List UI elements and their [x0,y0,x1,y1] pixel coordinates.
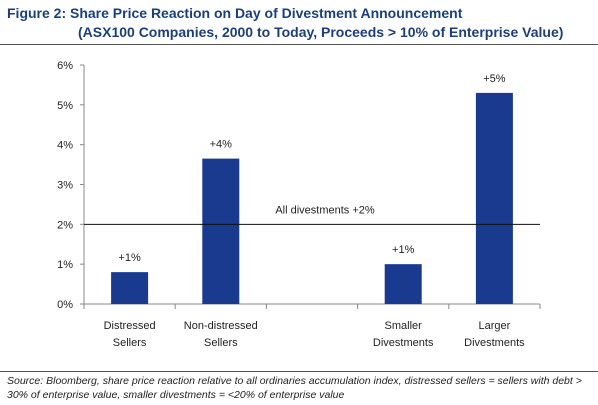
bar [202,158,240,304]
data-label: +4% [210,139,233,151]
bar [384,264,422,304]
source-divider [0,371,598,372]
bar [111,272,149,304]
data-label: +1% [392,244,415,256]
title-line-2: (ASX100 Companies, 2000 to Today, Procee… [78,24,564,40]
y-tick-label: 2% [57,219,73,231]
category-label: Divestments [373,337,434,349]
bar-chart: 0% 1% 2% 3% 4% 5% 6% +1% Distressed Sellers +4% Non… [57,60,541,349]
reference-line-label: All divestments +2% [275,204,375,216]
category-label: Sellers [113,337,147,349]
data-label: +1% [118,252,141,264]
y-tick-label: 1% [57,259,73,271]
category-label: Smaller [385,320,423,332]
category-label: Non-distressed [184,320,258,332]
y-tick-label: 0% [57,299,73,311]
category-label: Larger [479,320,511,332]
category-label: Divestments [464,337,525,349]
y-tick-label: 6% [57,60,73,72]
source-note: Source: Bloomberg, share price reaction … [7,375,582,401]
y-tick-label: 4% [57,140,73,152]
title-divider [0,44,598,45]
y-tick-label: 3% [57,180,73,192]
category-label: Distressed [104,320,156,332]
y-tick-label: 5% [57,100,73,112]
bar [475,92,513,304]
title-line-1: Figure 2: Share Price Reaction on Day of… [7,5,463,21]
category-label: Sellers [204,337,238,349]
chart-title: Figure 2: Share Price Reaction on Day of… [7,4,563,42]
data-label: +5% [483,73,506,85]
